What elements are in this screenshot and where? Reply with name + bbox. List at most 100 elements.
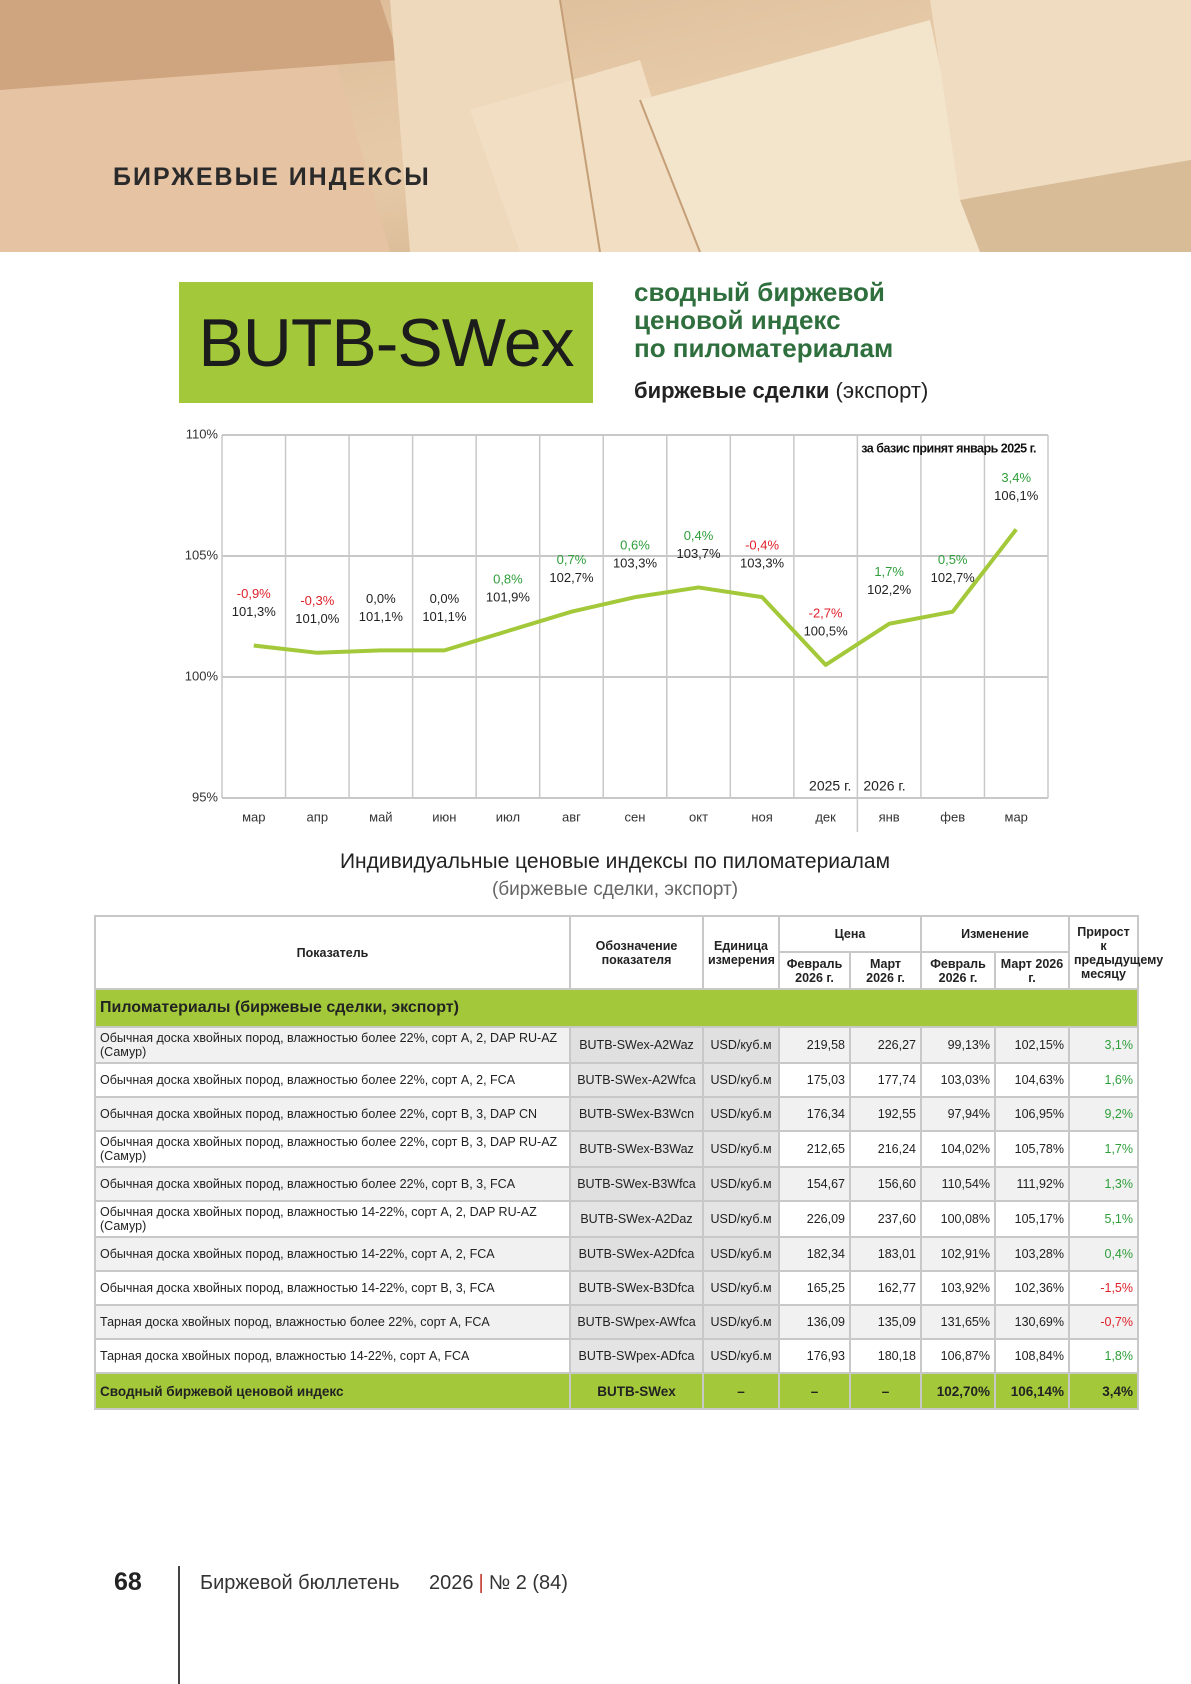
year-label: 2025 г.: [809, 778, 851, 794]
table-cell: 102,36%: [994, 1270, 1070, 1306]
value-label: 101,1%: [422, 609, 467, 624]
table-cell: 212,65: [778, 1130, 851, 1168]
table-cell: 103,92%: [920, 1270, 996, 1306]
x-tick-label: фев: [940, 809, 965, 824]
change-label: 0,7%: [557, 552, 587, 567]
table-cell: Обычная доска хвойных пород, влажностью …: [94, 1130, 571, 1168]
table-cell: Тарная доска хвойных пород, влажностью 1…: [94, 1338, 571, 1374]
table-cell: USD/куб.м: [702, 1270, 780, 1306]
change-label: 3,4%: [1001, 470, 1031, 485]
table-cell: 226,09: [778, 1200, 851, 1238]
table-cell: Сводный биржевой ценовой индекс: [94, 1372, 571, 1410]
table-row: Обычная доска хвойных пород, влажностью …: [94, 1270, 1139, 1306]
x-tick-label: июн: [432, 809, 456, 824]
page-number: 68: [114, 1568, 142, 1596]
table-cell: 100,08%: [920, 1200, 996, 1238]
issue: 2026 | № 2 (84): [429, 1572, 568, 1594]
table-cell: USD/куб.м: [702, 1096, 780, 1132]
table-cell: 192,55: [849, 1096, 922, 1132]
header-image: [0, 0, 1191, 252]
change-label: 0,6%: [620, 538, 650, 553]
table-cell: USD/куб.м: [702, 1166, 780, 1202]
table-cell: 1,6%: [1068, 1062, 1139, 1098]
x-tick-label: май: [369, 809, 392, 824]
value-label: 101,3%: [232, 604, 277, 619]
table-cell: 105,17%: [994, 1200, 1070, 1238]
table-cell: Обычная доска хвойных пород, влажностью …: [94, 1200, 571, 1238]
table-cell: 162,77: [849, 1270, 922, 1306]
table-cell: 180,18: [849, 1338, 922, 1374]
table-cell: BUTB-SWpex-ADfca: [569, 1338, 704, 1374]
change-label: 0,4%: [684, 528, 714, 543]
change-label: -0,9%: [237, 586, 271, 601]
x-tick-label: янв: [879, 809, 900, 824]
x-tick-label: апр: [307, 809, 329, 824]
table-cell: BUTB-SWex-A2Wfca: [569, 1062, 704, 1098]
index-line: [253, 528, 1018, 667]
table-cell: 226,27: [849, 1026, 922, 1064]
x-tick-label: сен: [625, 809, 646, 824]
value-label: 103,3%: [740, 556, 785, 571]
table-cell: 154,67: [778, 1166, 851, 1202]
index-title: сводный биржевой ценовой индекс по пилом…: [634, 278, 893, 362]
table-cell: 175,03: [778, 1062, 851, 1098]
table-cell: 0,4%: [1068, 1236, 1139, 1272]
table-cell: 105,78%: [994, 1130, 1070, 1168]
header-cell: Февраль 2026 г.: [920, 951, 996, 990]
x-tick-label: окт: [689, 809, 708, 824]
y-tick-label: 105%: [185, 547, 219, 562]
x-tick-label: дек: [815, 809, 836, 824]
table-row: Обычная доска хвойных пород, влажностью …: [94, 1096, 1139, 1132]
table-cell: Тарная доска хвойных пород, влажностью б…: [94, 1304, 571, 1340]
table-cell: –: [778, 1372, 851, 1410]
value-label: 101,1%: [359, 609, 404, 624]
table-row: Обычная доска хвойных пород, влажностью …: [94, 1166, 1139, 1202]
x-tick-label: мар: [242, 809, 265, 824]
change-label: -0,4%: [745, 538, 779, 553]
year-label: 2026 г.: [863, 778, 905, 794]
header-cell: Изменение: [920, 915, 1070, 953]
table-cell: 106,87%: [920, 1338, 996, 1374]
table-cell: 183,01: [849, 1236, 922, 1272]
value-label: 102,7%: [549, 570, 594, 585]
index-subtitle: биржевые сделки (экспорт): [634, 378, 928, 404]
table-cell: Обычная доска хвойных пород, влажностью …: [94, 1096, 571, 1132]
y-tick-label: 95%: [192, 789, 218, 804]
section-title: БИРЖЕВЫЕ ИНДЕКСЫ: [113, 163, 431, 191]
subtitle-rest: (экспорт): [835, 378, 929, 403]
y-tick-label: 100%: [185, 668, 219, 683]
table-row: Тарная доска хвойных пород, влажностью 1…: [94, 1338, 1139, 1374]
table-cell: 103,28%: [994, 1236, 1070, 1272]
header-cell: Показатель: [94, 915, 571, 990]
issue-number: № 2 (84): [488, 1572, 568, 1594]
table-row: Обычная доска хвойных пород, влажностью …: [94, 1062, 1139, 1098]
table-cell: 182,34: [778, 1236, 851, 1272]
annotation: за базис принят январь 2025 г.: [861, 441, 1036, 455]
table-cell: 106,14%: [994, 1372, 1070, 1410]
table-cell: BUTB-SWex-A2Daz: [569, 1200, 704, 1238]
table-cell: 216,24: [849, 1130, 922, 1168]
table-cell: BUTB-SWex-B3Wfca: [569, 1166, 704, 1202]
table-cell: 5,1%: [1068, 1200, 1139, 1238]
table-cell: –: [849, 1372, 922, 1410]
table-cell: USD/куб.м: [702, 1304, 780, 1340]
header-cell: Прирост к предыдущему месяцу: [1068, 915, 1163, 990]
table-cell: 176,34: [778, 1096, 851, 1132]
table-cell: 135,09: [849, 1304, 922, 1340]
table-cell: 177,74: [849, 1062, 922, 1098]
table-cell: 1,3%: [1068, 1166, 1139, 1202]
table-cell: Обычная доска хвойных пород, влажностью …: [94, 1270, 571, 1306]
table-cell: Обычная доска хвойных пород, влажностью …: [94, 1026, 571, 1064]
x-tick-label: июл: [496, 809, 520, 824]
table-row: Обычная доска хвойных пород, влажностью …: [94, 1236, 1139, 1272]
x-tick-label: авг: [562, 809, 581, 824]
change-label: 0,8%: [493, 571, 523, 586]
table-cell: BUTB-SWex: [569, 1372, 704, 1410]
header-cell: Март 2026 г.: [849, 951, 922, 990]
table-cell: 3,1%: [1068, 1026, 1139, 1064]
table-cell: USD/куб.м: [702, 1062, 780, 1098]
table-cell: 1,7%: [1068, 1130, 1139, 1168]
value-label: 100,5%: [804, 623, 849, 638]
change-label: 0,0%: [430, 591, 460, 606]
